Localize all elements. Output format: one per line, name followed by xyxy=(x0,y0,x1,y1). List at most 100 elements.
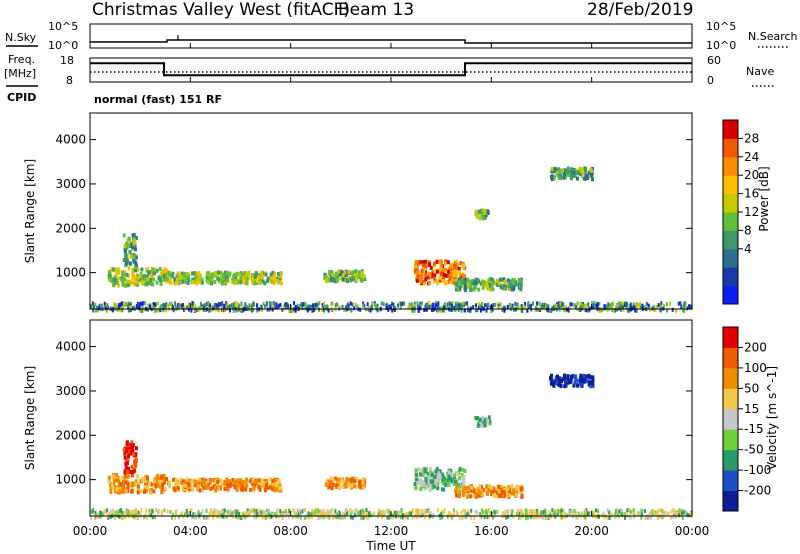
echo-cell xyxy=(175,486,179,491)
ground-scatter-cell xyxy=(478,305,481,310)
echo-cell xyxy=(218,485,222,490)
echo-cell xyxy=(500,277,504,282)
echo-cell xyxy=(232,281,236,286)
ground-scatter-cell xyxy=(437,308,439,313)
ground-scatter-cell xyxy=(499,302,502,307)
ground-scatter-cell xyxy=(113,302,116,307)
echo-cell xyxy=(503,286,507,291)
nave-tick-top: 60 xyxy=(707,54,721,67)
echo-cell xyxy=(216,480,220,484)
ground-scatter-cell xyxy=(619,301,622,306)
ground-scatter-cell xyxy=(470,508,473,513)
ground-scatter-cell xyxy=(602,511,605,516)
echo-cell xyxy=(255,481,259,486)
echo-cell xyxy=(511,491,515,496)
echo-cell xyxy=(117,269,121,274)
ground-scatter-cell xyxy=(144,513,147,518)
echo-cell xyxy=(479,488,483,493)
echo-cell xyxy=(134,274,138,279)
ground-scatter-cell xyxy=(139,308,141,313)
echo-cell xyxy=(466,285,470,289)
ground-scatter-cell xyxy=(167,303,170,308)
echo-cell xyxy=(159,485,162,490)
echo-cell xyxy=(165,276,169,281)
echo-cell xyxy=(487,484,491,489)
ground-scatter-cell xyxy=(638,511,641,516)
ground-scatter-cell xyxy=(330,510,333,515)
echo-cell xyxy=(584,166,587,171)
echo-cell xyxy=(591,384,595,388)
ground-scatter-cell xyxy=(240,515,243,520)
echo-cell xyxy=(243,278,247,283)
ground-scatter-cell xyxy=(94,510,97,515)
ground-scatter-cell xyxy=(295,305,298,310)
echo-cell xyxy=(441,278,445,283)
ground-scatter-cell xyxy=(628,304,631,309)
ground-scatter-cell xyxy=(108,511,111,516)
echo-cell xyxy=(448,276,452,281)
ground-scatter-cell xyxy=(155,308,158,313)
ground-scatter-cell xyxy=(130,510,133,515)
ground-scatter-cell xyxy=(223,304,226,309)
ground-scatter-cell xyxy=(152,302,155,307)
echo-cell xyxy=(124,461,128,466)
echo-cell xyxy=(238,484,242,488)
echo-cell xyxy=(490,485,494,490)
ground-scatter-cell xyxy=(207,515,210,520)
echo-cell xyxy=(225,482,229,487)
ground-scatter-cell xyxy=(329,509,332,514)
echo-cell xyxy=(416,481,420,486)
ground-scatter-cell xyxy=(317,516,320,520)
colorbar-segment xyxy=(723,267,738,287)
echo-cell xyxy=(361,477,365,482)
echo-cell xyxy=(227,482,231,487)
ground-scatter-cell xyxy=(219,301,222,306)
ground-scatter-cell xyxy=(565,512,567,517)
ground-scatter-cell xyxy=(203,306,206,311)
ground-scatter-cell xyxy=(191,301,194,305)
ground-scatter-cell xyxy=(391,308,394,313)
echo-cell xyxy=(333,278,337,283)
echo-cell xyxy=(271,279,275,284)
ground-scatter-cell xyxy=(151,508,154,513)
ground-scatter-cell xyxy=(301,306,304,311)
echo-cell xyxy=(452,482,456,486)
ground-scatter-cell xyxy=(437,303,440,308)
ground-scatter-cell xyxy=(432,513,435,518)
echo-cell xyxy=(116,267,120,272)
echo-cell xyxy=(453,270,457,275)
echo-cell xyxy=(434,474,438,479)
echo-cell xyxy=(173,276,177,281)
echo-cell xyxy=(355,272,359,277)
echo-cell xyxy=(515,484,519,489)
echo-cell xyxy=(497,493,501,498)
echo-cell xyxy=(449,272,453,276)
echo-cell xyxy=(264,272,268,277)
ground-scatter-cell xyxy=(154,515,156,519)
echo-cell xyxy=(109,490,113,494)
echo-cell xyxy=(570,167,574,172)
echo-cell xyxy=(449,477,453,482)
echo-cell xyxy=(253,483,257,488)
echo-cell xyxy=(433,273,437,278)
echo-cell xyxy=(231,478,235,482)
echo-cell xyxy=(153,482,157,487)
ground-scatter-cell xyxy=(282,515,284,520)
ground-scatter-cell xyxy=(558,302,561,307)
echo-cell xyxy=(419,468,423,473)
echo-cell xyxy=(484,488,488,493)
echo-cell xyxy=(461,263,465,268)
echo-cell xyxy=(358,273,362,278)
ground-scatter-cell xyxy=(449,512,452,517)
echo-cell xyxy=(466,486,469,490)
ground-scatter-cell xyxy=(279,509,282,513)
ground-scatter-cell xyxy=(684,511,687,516)
ground-scatter-cell xyxy=(296,508,299,513)
echo-cell xyxy=(115,473,119,477)
echo-cell xyxy=(549,376,552,381)
ground-scatter-cell xyxy=(141,301,144,306)
y-tick-label: 1000 xyxy=(55,266,86,280)
echo-cell xyxy=(193,483,197,488)
ground-scatter-cell xyxy=(467,304,470,309)
ground-scatter-cell xyxy=(469,308,472,313)
